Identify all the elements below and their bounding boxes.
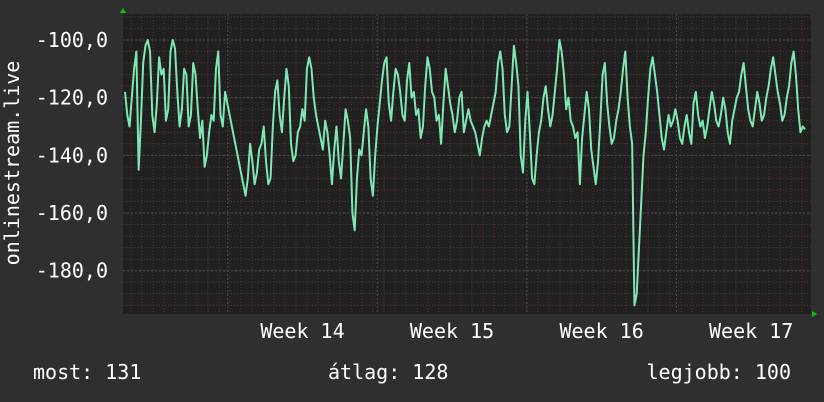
series-line [124,38,806,307]
stat-current: most: 131 [33,360,142,384]
y-tick-label: -120,0 [36,86,108,110]
stats-bar: most: 131 átlag: 128 legjobb: 100 [0,360,824,390]
x-tick-label: Week 15 [410,319,494,343]
series-group [124,38,806,307]
y-ticks: -100,0 -120,0 -140,0 -160,0 -180,0 [36,28,108,283]
stat-average: átlag: 128 [328,360,449,384]
y-axis-arrow [120,8,126,13]
y-tick-label: -160,0 [36,201,108,225]
x-ticks: Week 14 Week 15 Week 16 Week 17 [260,319,793,343]
x-axis-arrow [812,311,817,317]
x-tick-label: Week 14 [260,319,344,343]
stat-best: legjobb: 100 [646,360,792,384]
x-tick-label: Week 17 [709,319,793,343]
y-tick-label: -140,0 [36,143,108,167]
chart-area: -100,0-120,0-140,0-160,0-180,0 Week 14 We… [0,8,817,343]
y-axis-label: onlinestream.live [0,61,24,266]
y-tick-label: -180,0 [36,259,108,283]
axes [120,8,817,317]
y-tick-label: -100,0 [36,28,108,52]
plot-background [123,14,811,314]
x-tick-label: Week 16 [559,319,643,343]
